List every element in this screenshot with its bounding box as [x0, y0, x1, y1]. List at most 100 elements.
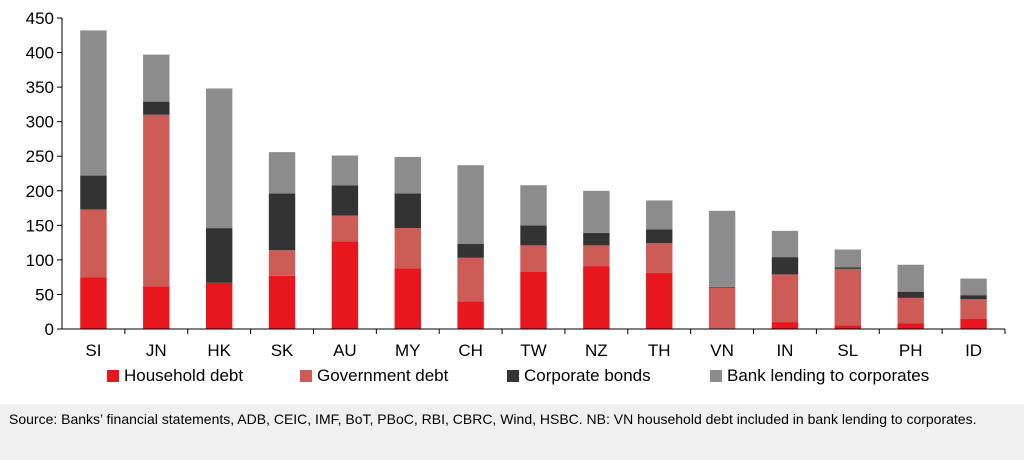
bar-ph-government-debt [897, 297, 924, 324]
bar-vn-government-debt [708, 287, 736, 329]
y-tick-label: 350 [26, 78, 54, 97]
bar-si-government-debt [80, 209, 107, 278]
x-tick-label: VN [710, 341, 734, 360]
bar-sl-government-debt [834, 268, 862, 326]
bar-in-bank-lending-to-corporates [771, 230, 799, 258]
legend-swatch-bank-lending [710, 370, 722, 382]
stacked-bar-chart: 0 50 100 150 200 250 300 350 400 450 SI JN HK SK AU MY… [26, 9, 1006, 360]
y-tick-label: 200 [26, 182, 54, 201]
x-tick-label: NZ [585, 341, 608, 360]
bar-nz-government-debt [583, 245, 610, 267]
legend: Household debt Government debt Corporate… [0, 366, 1024, 396]
x-tick-label: AU [333, 341, 357, 360]
bar-sk-government-debt [268, 250, 296, 276]
bar-ph-household-debt [897, 323, 924, 329]
bar-ch-bank-lending-to-corporates [457, 165, 484, 244]
source-footnote: Source: Banks’ financial statements, ADB… [0, 404, 1024, 460]
bar-my-corporate-bonds [394, 193, 421, 229]
bar-au-government-debt [331, 215, 359, 242]
x-tick-label: JN [146, 341, 167, 360]
x-tick-label: MY [395, 341, 421, 360]
y-tick-label: 400 [26, 44, 54, 63]
bar-jn-bank-lending-to-corporates [143, 54, 170, 102]
bar-sl-household-debt [834, 325, 862, 329]
bar-ph-bank-lending-to-corporates [897, 264, 924, 292]
legend-swatch-government [300, 370, 312, 382]
bar-id-bank-lending-to-corporates [960, 278, 987, 296]
bar-ch-corporate-bonds [457, 243, 484, 258]
bar-tw-government-debt [520, 245, 547, 272]
bar-in-household-debt [771, 322, 799, 329]
y-tick-label: 100 [26, 251, 54, 270]
y-tick-label: 450 [26, 9, 54, 28]
bar-th-household-debt [646, 273, 673, 329]
legend-label-government: Government debt [317, 366, 449, 385]
x-tick-label: IN [776, 341, 793, 360]
legend-swatch-household [107, 370, 119, 382]
bars [80, 30, 987, 329]
bar-id-household-debt [960, 318, 987, 329]
bar-tw-household-debt [520, 271, 547, 329]
bar-sl-corporate-bonds [834, 267, 862, 269]
bar-nz-bank-lending-to-corporates [583, 190, 610, 233]
legend-item-corporate-bonds: Corporate bonds [507, 366, 651, 386]
y-tick-label: 0 [45, 320, 54, 339]
bar-au-bank-lending-to-corporates [331, 155, 359, 186]
bar-tw-corporate-bonds [520, 225, 547, 246]
bar-ch-household-debt [457, 301, 484, 329]
bar-hk-bank-lending-to-corporates [205, 88, 233, 229]
bar-vn-corporate-bonds [708, 286, 736, 288]
bar-in-corporate-bonds [771, 257, 799, 275]
bar-jn-corporate-bonds [143, 101, 170, 115]
x-tick-label: TW [520, 341, 546, 360]
bar-si-household-debt [80, 277, 107, 329]
x-tick-label: ID [965, 341, 982, 360]
bar-nz-corporate-bonds [583, 232, 610, 246]
bar-th-government-debt [646, 243, 673, 274]
bar-tw-bank-lending-to-corporates [520, 185, 547, 226]
y-tick-label: 250 [26, 147, 54, 166]
x-tick-label: TH [648, 341, 671, 360]
x-tick-label: PH [899, 341, 923, 360]
x-tick-label: SL [837, 341, 858, 360]
bar-hk-corporate-bonds [205, 228, 233, 283]
y-axis: 0 50 100 150 200 250 300 350 400 450 [26, 9, 63, 339]
bar-th-corporate-bonds [646, 229, 673, 244]
bar-my-government-debt [394, 228, 421, 269]
x-tick-label: CH [458, 341, 483, 360]
bar-sl-bank-lending-to-corporates [834, 249, 862, 268]
x-tick-label: SK [271, 341, 294, 360]
bar-vn-bank-lending-to-corporates [708, 210, 736, 287]
bar-si-bank-lending-to-corporates [80, 30, 107, 176]
bar-au-household-debt [331, 241, 359, 329]
legend-item-household: Household debt [107, 366, 243, 386]
y-tick-label: 300 [26, 113, 54, 132]
x-tick-label: HK [207, 341, 231, 360]
bar-sk-bank-lending-to-corporates [268, 152, 296, 194]
legend-label-bank-lending: Bank lending to corporates [727, 366, 930, 385]
legend-label-corporate-bonds: Corporate bonds [524, 366, 651, 385]
source-text: Source: Banks’ financial statements, ADB… [9, 411, 977, 427]
bar-in-government-debt [771, 274, 799, 323]
bar-sk-household-debt [268, 275, 296, 329]
legend-swatch-corporate-bonds [507, 370, 519, 382]
bar-my-household-debt [394, 268, 421, 329]
bar-th-bank-lending-to-corporates [646, 200, 673, 230]
bar-jn-household-debt [143, 286, 170, 329]
bar-sk-corporate-bonds [268, 193, 296, 251]
bar-hk-household-debt [205, 282, 233, 329]
x-axis: SI JN HK SK AU MY CH TW NZ TH VN IN SL PH ID [62, 328, 1006, 360]
bar-ph-corporate-bonds [897, 291, 924, 298]
bar-jn-government-debt [143, 114, 170, 287]
x-tick-label: SI [85, 341, 101, 360]
bar-au-corporate-bonds [331, 185, 359, 216]
legend-item-government: Government debt [300, 366, 448, 386]
bar-nz-household-debt [583, 266, 610, 329]
legend-item-bank-lending: Bank lending to corporates [710, 366, 929, 386]
bar-my-bank-lending-to-corporates [394, 156, 421, 194]
bar-si-corporate-bonds [80, 175, 107, 210]
legend-label-household: Household debt [124, 366, 244, 385]
bar-id-government-debt [960, 299, 987, 319]
bar-id-corporate-bonds [960, 295, 987, 300]
y-tick-label: 50 [35, 285, 54, 304]
